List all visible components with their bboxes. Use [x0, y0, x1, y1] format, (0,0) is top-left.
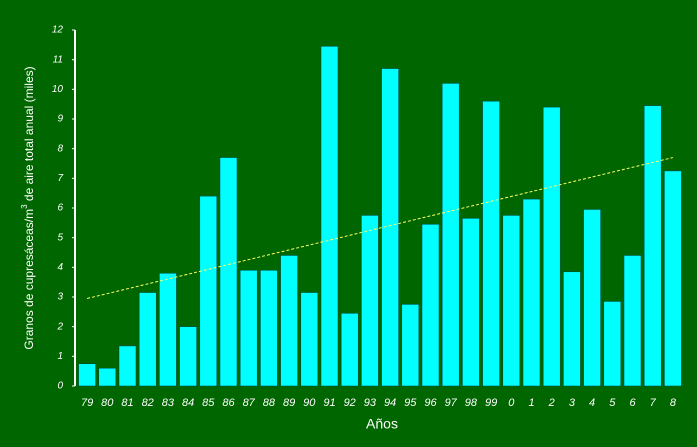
bar [179, 326, 197, 387]
bar [260, 270, 278, 387]
x-tick-label: 92 [344, 397, 356, 409]
x-tick-label: 6 [629, 397, 636, 409]
y-tick-label: 11 [53, 54, 63, 65]
bar [219, 157, 238, 387]
bar [563, 271, 581, 387]
bar [421, 224, 440, 387]
x-tick-label: 7 [650, 397, 657, 409]
x-tick-label: 84 [182, 397, 194, 409]
trend-line [86, 157, 674, 299]
y-label-sup: 3 [20, 204, 29, 209]
y-tick-label: 12 [52, 25, 64, 36]
y-label-part: Granos de cupresáceas/m [22, 209, 36, 350]
bar [98, 367, 117, 387]
x-tick-label: 8 [670, 397, 677, 409]
bar [199, 195, 218, 387]
x-tick-label: 85 [202, 397, 215, 409]
y-tick-label: 6 [57, 203, 63, 214]
x-tick-label: 96 [424, 397, 437, 409]
x-axis-label: Años [366, 416, 398, 432]
y-tick-label: 0 [57, 381, 63, 392]
bar [664, 170, 682, 387]
bar [239, 270, 258, 387]
bar [159, 273, 177, 387]
bar [118, 345, 137, 387]
x-tick-label: 86 [222, 397, 235, 409]
y-tick-label: 10 [52, 84, 64, 95]
y-tick-label: 7 [57, 173, 63, 184]
x-tick-label: 0 [508, 397, 515, 409]
x-tick-label: 82 [142, 397, 154, 409]
x-tick-label: 79 [81, 397, 93, 409]
bar [623, 255, 642, 387]
bar [603, 301, 622, 387]
bar [361, 215, 379, 387]
x-tick-label: 97 [445, 397, 458, 409]
x-tick-label: 95 [404, 397, 417, 409]
y-tick-label: 2 [56, 321, 63, 332]
x-tick-label: 81 [121, 397, 133, 409]
bar [78, 363, 96, 387]
x-tick-label: 88 [263, 397, 276, 409]
bar [643, 105, 662, 387]
y-axis-label: Granos de cupresáceas/m3 de aire total a… [20, 66, 36, 349]
bar [320, 46, 339, 387]
bar [583, 209, 601, 387]
bar [482, 100, 500, 387]
x-tick-label: 2 [548, 397, 555, 409]
bar [441, 83, 460, 387]
bar [138, 292, 157, 387]
x-tick-label: 93 [364, 397, 377, 409]
x-tick-label: 99 [485, 397, 497, 409]
x-tick-label: 91 [323, 397, 335, 409]
bar [502, 215, 521, 387]
bar [280, 255, 298, 387]
x-tick-label: 3 [569, 397, 576, 409]
bar [462, 218, 480, 387]
x-tick-label: 90 [303, 397, 316, 409]
bar [522, 198, 541, 387]
x-tick-label: 98 [465, 397, 478, 409]
x-tick-label: 80 [101, 397, 114, 409]
bar [401, 304, 420, 387]
x-tick-label: 94 [384, 397, 396, 409]
y-tick-label: 5 [57, 232, 63, 243]
y-tick-label: 8 [57, 143, 63, 154]
x-tick-label: 89 [283, 397, 295, 409]
y-tick-label: 3 [57, 292, 63, 303]
y-tick-label: 4 [57, 262, 63, 273]
bar [340, 313, 359, 387]
y-label-part: de aire total anual (miles) [22, 66, 36, 204]
x-tick-label: 87 [243, 397, 256, 409]
x-tick-label: 5 [609, 397, 616, 409]
y-tick-label: 1 [57, 351, 63, 362]
y-tick-label: 9 [57, 114, 63, 125]
x-tick-label: 4 [589, 397, 595, 409]
x-tick-label: 83 [162, 397, 175, 409]
x-tick-label: 1 [528, 397, 534, 409]
bar [300, 292, 319, 387]
bar [542, 106, 561, 387]
